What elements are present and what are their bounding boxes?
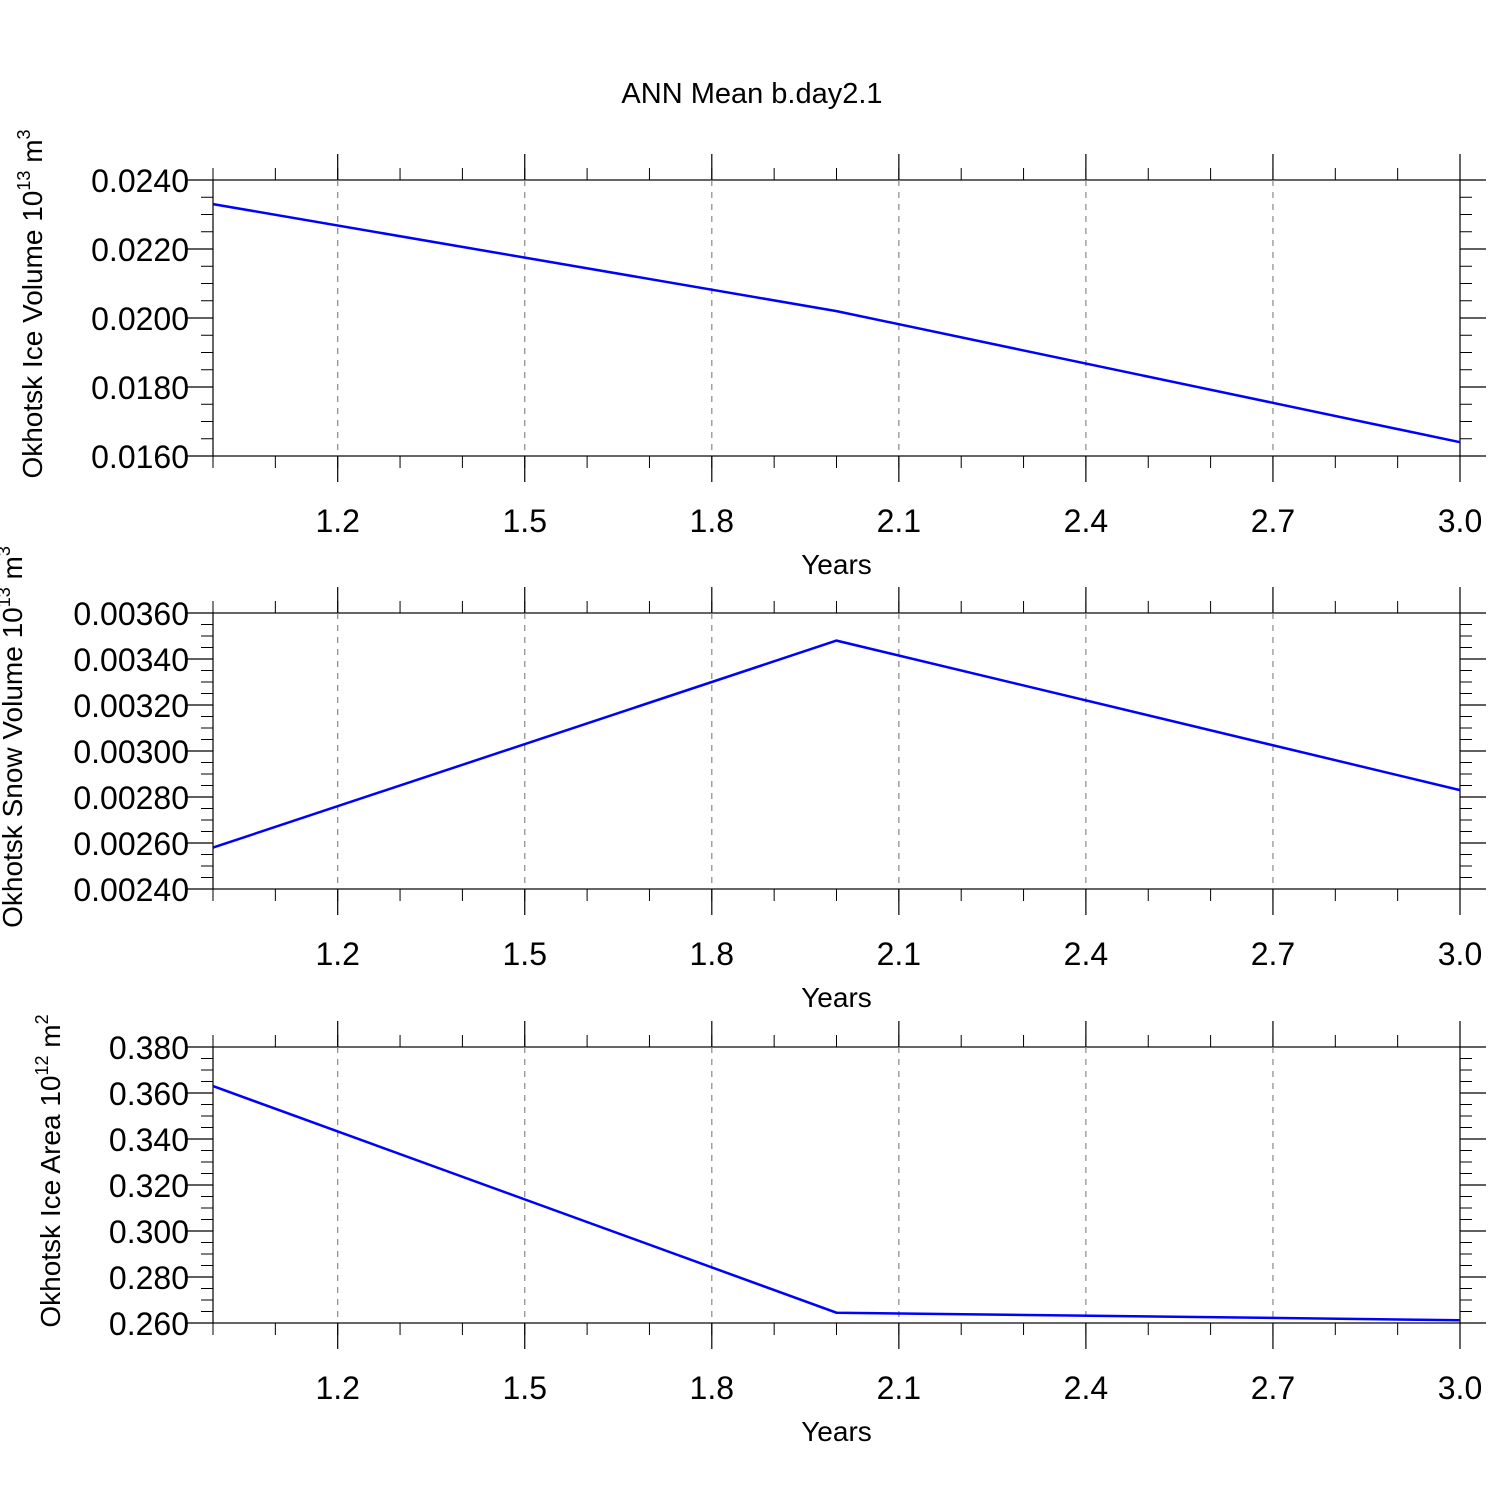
y-tick-label: 0.0220 (91, 232, 189, 268)
x-tick-label: 2.7 (1251, 1370, 1295, 1406)
y-tick-label: 0.340 (109, 1122, 189, 1158)
y-tick-label: 0.0240 (91, 163, 189, 199)
series-line (212, 1084, 1461, 1322)
x-tick-label: 1.8 (690, 936, 734, 972)
x-tick-label: 3.0 (1438, 1370, 1482, 1406)
x-tick-label: 3.0 (1438, 936, 1482, 972)
y-axis-label: Okhotsk Ice Area 1012 m2 (32, 1014, 66, 1327)
x-tick-label: 2.7 (1251, 936, 1295, 972)
x-tick-label: 1.5 (503, 503, 547, 539)
x-tick-label: 2.4 (1064, 503, 1108, 539)
y-tick-label: 0.00320 (73, 688, 189, 724)
x-axis-label: Years (801, 549, 872, 580)
x-tick-label: 1.5 (503, 936, 547, 972)
y-tick-label: 0.00340 (73, 642, 189, 678)
x-tick-label: 1.8 (690, 1370, 734, 1406)
panel-2: 1.2 1.5 1.8 2.1 2.4 2.7 3.0 0.00240 0.00260 0.002… (0, 546, 1486, 1013)
y-tick-label: 0.00260 (73, 826, 189, 862)
y-tick-label: 0.00360 (73, 596, 189, 632)
panels: 1.2 1.5 1.8 2.1 2.4 2.7 3.0 0.0160 0.0180 0.0200 0… (0, 129, 1486, 1447)
figure-title: ANN Mean b.day2.1 (621, 78, 882, 110)
y-tick-label: 0.00280 (73, 780, 189, 816)
series-line (212, 202, 1461, 444)
panel-3: 1.2 1.5 1.8 2.1 2.4 2.7 3.0 0.260 0.280 0.300 0.32… (32, 1014, 1486, 1447)
y-tick-label: 0.360 (109, 1076, 189, 1112)
series-line (212, 639, 1461, 849)
x-tick-label: 2.1 (877, 503, 921, 539)
x-tick-label: 3.0 (1438, 503, 1482, 539)
y-tick-label: 0.260 (109, 1306, 189, 1342)
y-tick-label: 0.00240 (73, 872, 189, 908)
x-tick-label: 1.8 (690, 503, 734, 539)
y-tick-label: 0.380 (109, 1030, 189, 1066)
x-tick-label: 2.1 (877, 1370, 921, 1406)
x-axis-label: Years (801, 982, 872, 1013)
x-tick-label: 1.2 (315, 503, 359, 539)
y-tick-label: 0.0200 (91, 301, 189, 337)
y-axis-label: Okhotsk Snow Volume 1013 m3 (0, 546, 28, 928)
x-tick-label: 2.4 (1064, 1370, 1108, 1406)
y-axis-label: Okhotsk Ice Volume 1013 m3 (14, 129, 48, 478)
x-tick-label: 2.1 (877, 936, 921, 972)
x-tick-label: 2.4 (1064, 936, 1108, 972)
x-axis-label: Years (801, 1416, 872, 1447)
panel-1: 1.2 1.5 1.8 2.1 2.4 2.7 3.0 0.0160 0.0180 0.0200 0… (14, 129, 1486, 580)
y-tick-label: 0.00300 (73, 734, 189, 770)
y-tick-label: 0.0180 (91, 370, 189, 406)
x-tick-label: 2.7 (1251, 503, 1295, 539)
y-tick-label: 0.0160 (91, 439, 189, 475)
x-tick-label: 1.2 (315, 1370, 359, 1406)
x-tick-label: 1.2 (315, 936, 359, 972)
x-tick-label: 1.5 (503, 1370, 547, 1406)
y-tick-label: 0.320 (109, 1168, 189, 1204)
y-tick-label: 0.280 (109, 1260, 189, 1296)
y-tick-label: 0.300 (109, 1214, 189, 1250)
